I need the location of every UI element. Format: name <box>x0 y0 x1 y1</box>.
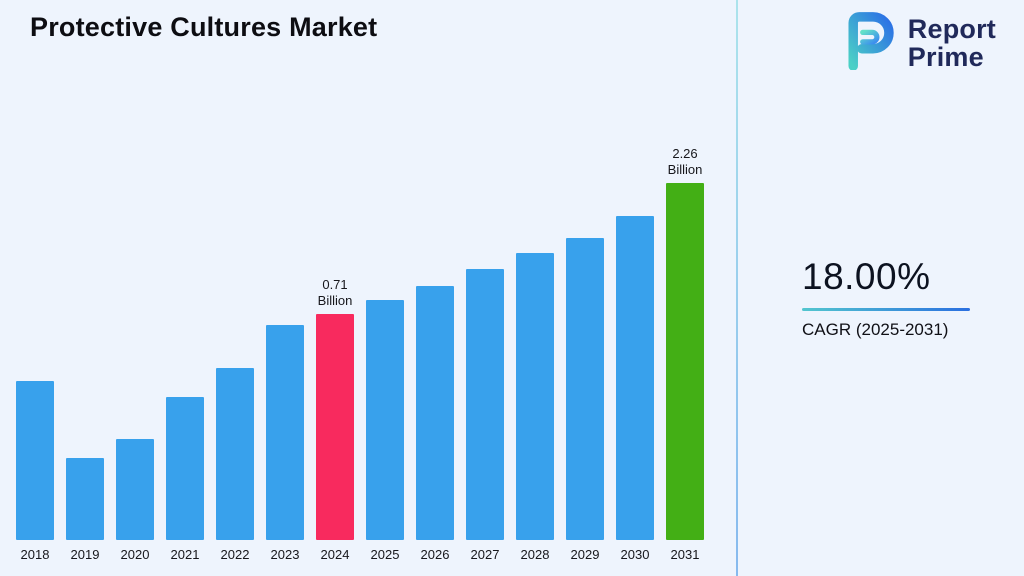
x-axis-label-2026: 2026 <box>420 547 450 562</box>
logo-wordmark: Report Prime <box>907 13 996 72</box>
bar-2027 <box>466 269 504 540</box>
bar-2019 <box>66 458 104 540</box>
bar-2018 <box>16 381 54 540</box>
cagr-value: 18.00% <box>802 256 931 297</box>
bar-2030 <box>616 216 654 540</box>
bar-column-2025: 2025 <box>366 300 404 562</box>
x-axis-label-2031: 2031 <box>670 547 700 562</box>
x-axis-label-2030: 2030 <box>620 547 650 562</box>
bar-2023 <box>266 325 304 540</box>
x-axis-label-2021: 2021 <box>170 547 200 562</box>
bar-2024 <box>316 314 354 540</box>
bar-column-2020: 2020 <box>116 439 154 562</box>
bar-2025 <box>366 300 404 540</box>
bar-column-2027: 2027 <box>466 269 504 562</box>
bar-value-label-2031: 2.26 Billion <box>667 145 703 177</box>
panel-divider <box>736 0 738 576</box>
cagr-label: CAGR (2025-2031) <box>802 320 949 339</box>
x-axis-label-2019: 2019 <box>70 547 100 562</box>
x-axis-label-2018: 2018 <box>20 547 50 562</box>
bar-column-2028: 2028 <box>516 253 554 562</box>
bar-column-2030: 2030 <box>616 216 654 562</box>
bar-column-2031: 2.26 Billion 2031 <box>666 145 704 562</box>
x-axis-label-2022: 2022 <box>220 547 250 562</box>
report-prime-logo-icon <box>836 12 898 75</box>
x-axis-label-2025: 2025 <box>370 547 400 562</box>
bar-2029 <box>566 238 604 540</box>
cagr-divider <box>802 308 970 311</box>
bar-column-2029: 2029 <box>566 238 604 562</box>
bar-group: 2018 2019 2020 2021 2022 2023 0.71 Billion 2024… <box>16 145 704 562</box>
bar-2022 <box>216 368 254 540</box>
bar-2020 <box>116 439 154 540</box>
bar-column-2023: 2023 <box>266 325 304 562</box>
bar-2026 <box>416 286 454 540</box>
chart-title: Protective Cultures Market <box>30 12 378 42</box>
bar-column-2021: 2021 <box>166 397 204 562</box>
bar-value-label-2024: 0.71 Billion <box>317 276 353 308</box>
x-axis-label-2027: 2027 <box>470 547 500 562</box>
x-axis-label-2023: 2023 <box>270 547 300 562</box>
bar-2031 <box>666 183 704 540</box>
report-prime-logo: Report Prime <box>836 12 996 75</box>
x-axis-label-2024: 2024 <box>320 547 350 562</box>
bar-column-2018: 2018 <box>16 381 54 562</box>
bar-column-2022: 2022 <box>216 368 254 562</box>
bar-column-2026: 2026 <box>416 286 454 562</box>
x-axis-label-2028: 2028 <box>520 547 550 562</box>
x-axis-label-2020: 2020 <box>120 547 150 562</box>
logo-word-prime: Prime <box>907 41 984 72</box>
x-axis-label-2029: 2029 <box>570 547 600 562</box>
bar-column-2024: 0.71 Billion 2024 <box>316 276 354 562</box>
logo-word-report: Report <box>907 13 996 44</box>
bar-column-2019: 2019 <box>66 458 104 562</box>
bar-2021 <box>166 397 204 540</box>
cagr-block: 18.00% CAGR (2025-2031) <box>802 256 1002 340</box>
bar-2028 <box>516 253 554 540</box>
